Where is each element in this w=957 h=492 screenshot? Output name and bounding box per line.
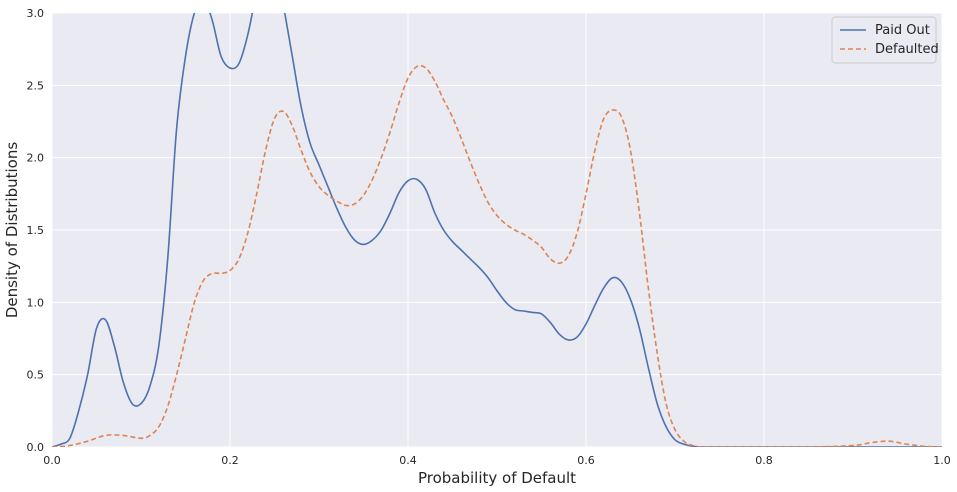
x-tick-label: 0.6 — [577, 454, 595, 467]
legend-box — [831, 16, 937, 64]
x-axis-label: Probability of Default — [418, 469, 576, 487]
x-tick-label: 0.4 — [399, 454, 417, 467]
defaulted-density-line — [52, 64, 942, 447]
legend-defaulted-label: Defaulted — [875, 42, 939, 57]
x-tick-label: 0.0 — [43, 454, 61, 467]
legend: Paid Out Defaulted — [831, 16, 939, 64]
y-tick-label: 3.0 — [27, 7, 45, 20]
y-tick-label: 1.0 — [27, 296, 45, 309]
tick-labels: 0.0 0.2 0.4 0.6 0.8 1.0 0.0 0.5 1.0 1.5 2.0 2.5 3.0 — [27, 7, 951, 467]
paid-out-density-line — [52, 13, 942, 447]
x-tick-label: 0.2 — [221, 454, 239, 467]
series-layer — [52, 13, 942, 447]
y-tick-label: 2.5 — [27, 79, 45, 92]
x-tick-label: 0.8 — [755, 454, 773, 467]
x-tick-label: 1.0 — [933, 454, 951, 467]
legend-paid-out-label: Paid Out — [875, 23, 930, 38]
y-axis-label: Density of Distributions — [3, 142, 21, 319]
y-tick-label: 0.0 — [27, 441, 45, 454]
y-tick-label: 2.0 — [27, 152, 45, 165]
y-tick-label: 0.5 — [27, 369, 45, 382]
y-tick-label: 1.5 — [27, 224, 45, 237]
